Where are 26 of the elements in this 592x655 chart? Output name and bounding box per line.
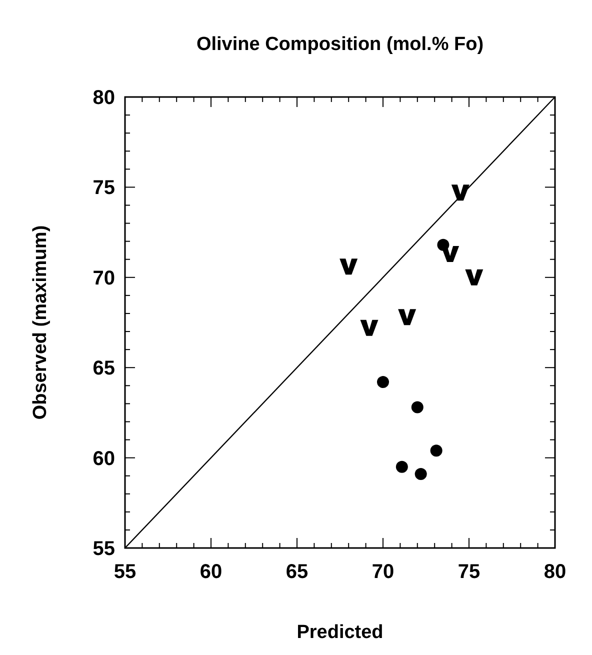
point (396, 460, 408, 473)
chart-title: Olivine Composition (mol.% Fo) (196, 34, 484, 55)
y-tick-label: 75 (92, 177, 115, 200)
x-tick-label: 65 (286, 561, 308, 583)
y-tick-label: 60 (92, 448, 115, 470)
y-tick-label: 80 (92, 87, 115, 109)
x-tick-label: 70 (372, 561, 394, 583)
y-tick-label: 65 (92, 358, 115, 380)
x-axis-title: Predicted (296, 622, 384, 643)
point (441, 246, 460, 262)
x-tick-label: 55 (114, 561, 136, 583)
point (377, 376, 389, 388)
x-tick-label: 80 (544, 561, 566, 583)
y-tick-label: 70 (92, 267, 115, 290)
point (465, 269, 484, 286)
point (451, 184, 470, 201)
point (360, 320, 378, 336)
point (411, 401, 424, 414)
x-tick-label: 75 (458, 561, 480, 583)
point (340, 258, 358, 275)
y-tick-label: 55 (92, 538, 115, 560)
point (414, 468, 427, 480)
point (398, 309, 416, 326)
y-axis-title: Observed (maximum) (30, 225, 51, 420)
point (430, 444, 442, 457)
x-tick-label: 60 (200, 561, 222, 583)
